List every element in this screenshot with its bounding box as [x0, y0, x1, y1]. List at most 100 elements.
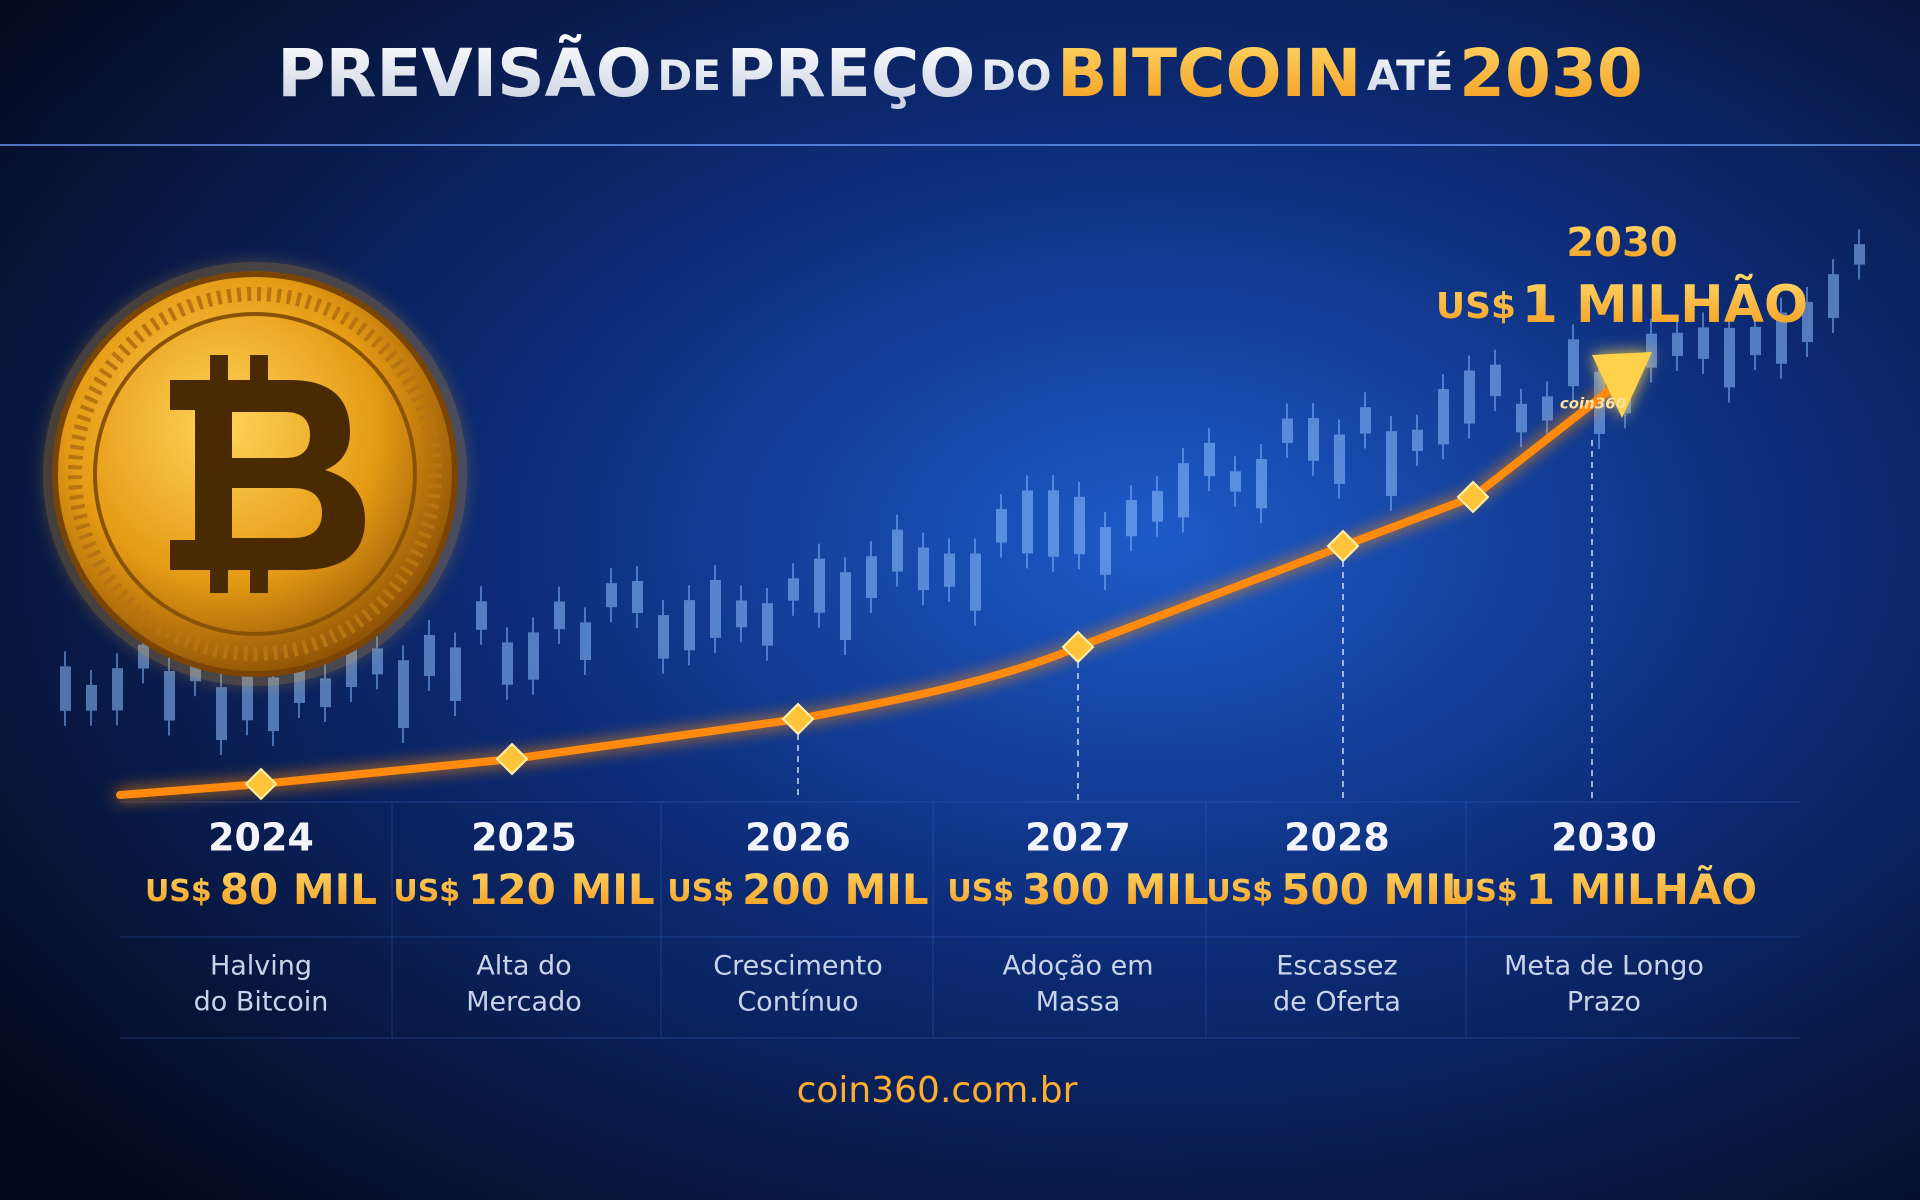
candle-body [658, 615, 669, 659]
year: 2030 [1551, 816, 1657, 860]
candle-body [1438, 389, 1449, 445]
caption-line: de Oferta [1273, 987, 1401, 1018]
bitcoin-coin [43, 262, 467, 686]
candle-body [1100, 527, 1111, 575]
candle-body [1386, 431, 1397, 496]
year: 2027 [1025, 816, 1131, 860]
callout-year: 2030 [1566, 220, 1677, 266]
candle-body [1646, 333, 1657, 368]
candle-body [1074, 496, 1085, 555]
candle-body [710, 579, 721, 638]
markers [244, 480, 1490, 801]
amount: 500 MIL [1281, 865, 1467, 914]
candle-body [1152, 490, 1163, 522]
candle-body [1256, 458, 1267, 509]
price: US$ 200 MIL [667, 865, 928, 914]
title-word: DE [657, 51, 721, 100]
candle-body [606, 583, 617, 608]
price: US$ 500 MIL [1206, 865, 1467, 914]
candle-body [1750, 326, 1761, 356]
price: US$ 120 MIL [393, 865, 654, 914]
candle-body [372, 648, 383, 675]
candle-body [1568, 339, 1579, 387]
candle-body [1776, 312, 1787, 364]
year: 2026 [745, 816, 851, 860]
candle-body [866, 556, 877, 599]
candle-body [476, 601, 487, 630]
watermark: coin360 [1560, 395, 1626, 413]
currency: US$ [1206, 874, 1273, 909]
candle-body [424, 634, 435, 676]
candle-body [528, 632, 539, 680]
drop-lines [797, 440, 1593, 800]
caption-line: Prazo [1567, 987, 1641, 1018]
price: US$ 1 MILHÃO [1451, 864, 1757, 914]
candle-body [814, 558, 825, 613]
caption-line: do Bitcoin [194, 987, 329, 1018]
caption-line: Massa [1036, 987, 1121, 1018]
footer-site: coin360.com.br [797, 1070, 1078, 1111]
candle-body [554, 601, 565, 630]
candle-body [1282, 418, 1293, 443]
year: 2025 [471, 816, 577, 860]
candle-body [1828, 274, 1839, 319]
candle-body [1412, 429, 1423, 451]
currency: US$ [393, 874, 460, 909]
candle-body [684, 600, 695, 651]
candle-body [970, 553, 981, 611]
caption-line: Meta de Longo [1504, 951, 1704, 982]
amount: 200 MIL [742, 865, 928, 914]
candle-body [918, 547, 929, 591]
candle-body [892, 529, 903, 572]
candle-body [242, 675, 253, 721]
candle-body [1178, 463, 1189, 518]
candle-body [944, 553, 955, 587]
title: PREVISÃO DE PREÇO DO BITCOIN ATÉ 2030 [277, 34, 1643, 112]
candle-body [1230, 471, 1241, 492]
candle-body [1672, 332, 1683, 356]
price: US$ 300 MIL [947, 865, 1208, 914]
callout-amount: 1 MILHÃO [1522, 274, 1808, 335]
candle-body [762, 603, 773, 646]
candle-body [320, 678, 331, 708]
candle-body [502, 642, 513, 685]
caption-line: Contínuo [737, 987, 858, 1018]
candle-body [1724, 327, 1735, 388]
candle-body [1490, 364, 1501, 397]
candle-body [1464, 370, 1475, 424]
candle-body [1542, 396, 1553, 421]
currency: US$ [1451, 874, 1518, 909]
candle-body [580, 622, 591, 660]
amount: 300 MIL [1022, 865, 1208, 914]
candle-body [1516, 403, 1527, 433]
candle-body [1126, 500, 1137, 537]
title-word: BITCOIN [1057, 35, 1361, 112]
title-word: ATÉ [1367, 50, 1454, 100]
currency: US$ [667, 874, 734, 909]
candle-body [164, 671, 175, 721]
title-word: DO [981, 51, 1052, 100]
candle-body [1854, 244, 1865, 265]
amount: 120 MIL [468, 865, 654, 914]
caption-line: Mercado [466, 987, 581, 1018]
candle-body [840, 572, 851, 640]
price: US$ 80 MIL [145, 865, 377, 914]
candle-body [1308, 418, 1319, 461]
candle-body [60, 666, 71, 711]
amount: 1 MILHÃO [1526, 864, 1757, 914]
caption-line: Adoção em [1002, 951, 1153, 982]
candle-body [1204, 442, 1215, 477]
caption-line: Halving [210, 951, 312, 982]
candle-body [788, 578, 799, 601]
candle-body [138, 644, 149, 669]
candle-body [1802, 301, 1813, 343]
candle-body [398, 660, 409, 729]
candle-body [1360, 407, 1371, 434]
candle-body [1698, 327, 1709, 359]
amount: 80 MIL [220, 865, 377, 914]
title-word: PREVISÃO [277, 34, 652, 112]
year: 2024 [208, 816, 314, 860]
caption-line: Escassez [1276, 951, 1397, 982]
candle-body [450, 647, 461, 702]
